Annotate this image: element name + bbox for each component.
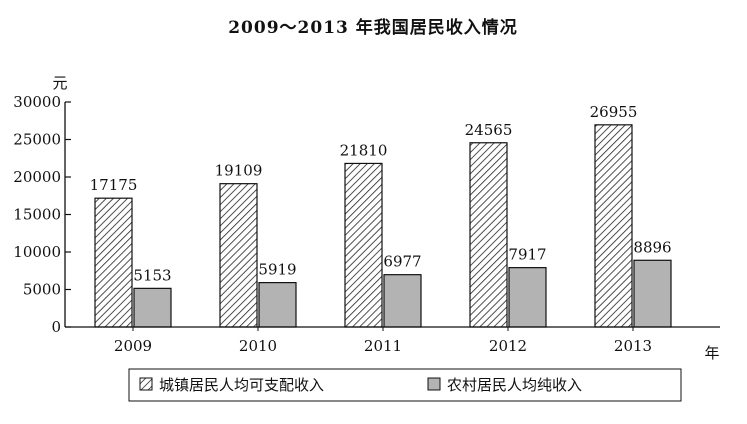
data-label-urban: 26955 [590, 103, 638, 121]
y-axis-unit-label: 元 [52, 74, 67, 92]
legend-label-urban: 城镇居民人均可支配收入 [159, 376, 324, 394]
y-tick-label: 15000 [13, 206, 61, 224]
data-label-urban: 19109 [215, 162, 263, 180]
bar-urban [469, 142, 508, 328]
x-tick-label: 2010 [239, 337, 277, 355]
bars: 17175 5153 19109 5919 21810 6977 24565 7917 2695… [90, 103, 672, 328]
data-label-urban: 24565 [465, 121, 513, 139]
legend-box [128, 368, 682, 402]
bar-urban [344, 162, 383, 328]
data-label-rural: 7917 [508, 246, 546, 264]
y-tick-label: 5000 [23, 281, 61, 299]
chart-title: 2009～2013 年我国居民收入情况 [228, 17, 518, 38]
data-label-rural: 6977 [383, 253, 421, 271]
x-axis-unit-label: 年 [704, 344, 719, 362]
legend: 城镇居民人均可支配收入 农村居民人均纯收入 [128, 368, 682, 402]
x-tick-label: 2009 [114, 337, 152, 355]
data-label-urban: 21810 [340, 141, 388, 159]
x-tick-label: 2011 [364, 337, 402, 355]
bar-urban [594, 124, 633, 328]
bar-urban [219, 183, 258, 328]
data-label-rural: 8896 [633, 238, 671, 256]
x-tick-label: 2012 [489, 337, 527, 355]
y-tick-label: 30000 [13, 93, 61, 111]
bar-rural [133, 287, 172, 328]
legend-swatch-rural [427, 377, 441, 391]
bar-rural [383, 274, 422, 328]
y-tick-label: 25000 [13, 131, 61, 149]
data-label-urban: 17175 [90, 176, 138, 194]
data-label-rural: 5919 [258, 261, 296, 279]
legend-label-rural: 农村居民人均纯收入 [447, 376, 582, 394]
bar-rural [633, 259, 672, 328]
y-tick-label: 10000 [13, 243, 61, 261]
y-axis-ticks: 0 5000 10000 15000 20000 25000 30000 [13, 93, 71, 336]
x-axis-ticks: 2009 2010 2011 2012 2013 [114, 327, 652, 355]
bar-rural [258, 282, 297, 328]
legend-swatch-urban [139, 377, 153, 391]
bar-urban [94, 197, 133, 328]
y-tick-label: 0 [51, 318, 61, 336]
y-tick-label: 20000 [13, 168, 61, 186]
x-tick-label: 2013 [614, 337, 652, 355]
bar-rural [508, 267, 547, 328]
data-label-rural: 5153 [133, 266, 171, 284]
